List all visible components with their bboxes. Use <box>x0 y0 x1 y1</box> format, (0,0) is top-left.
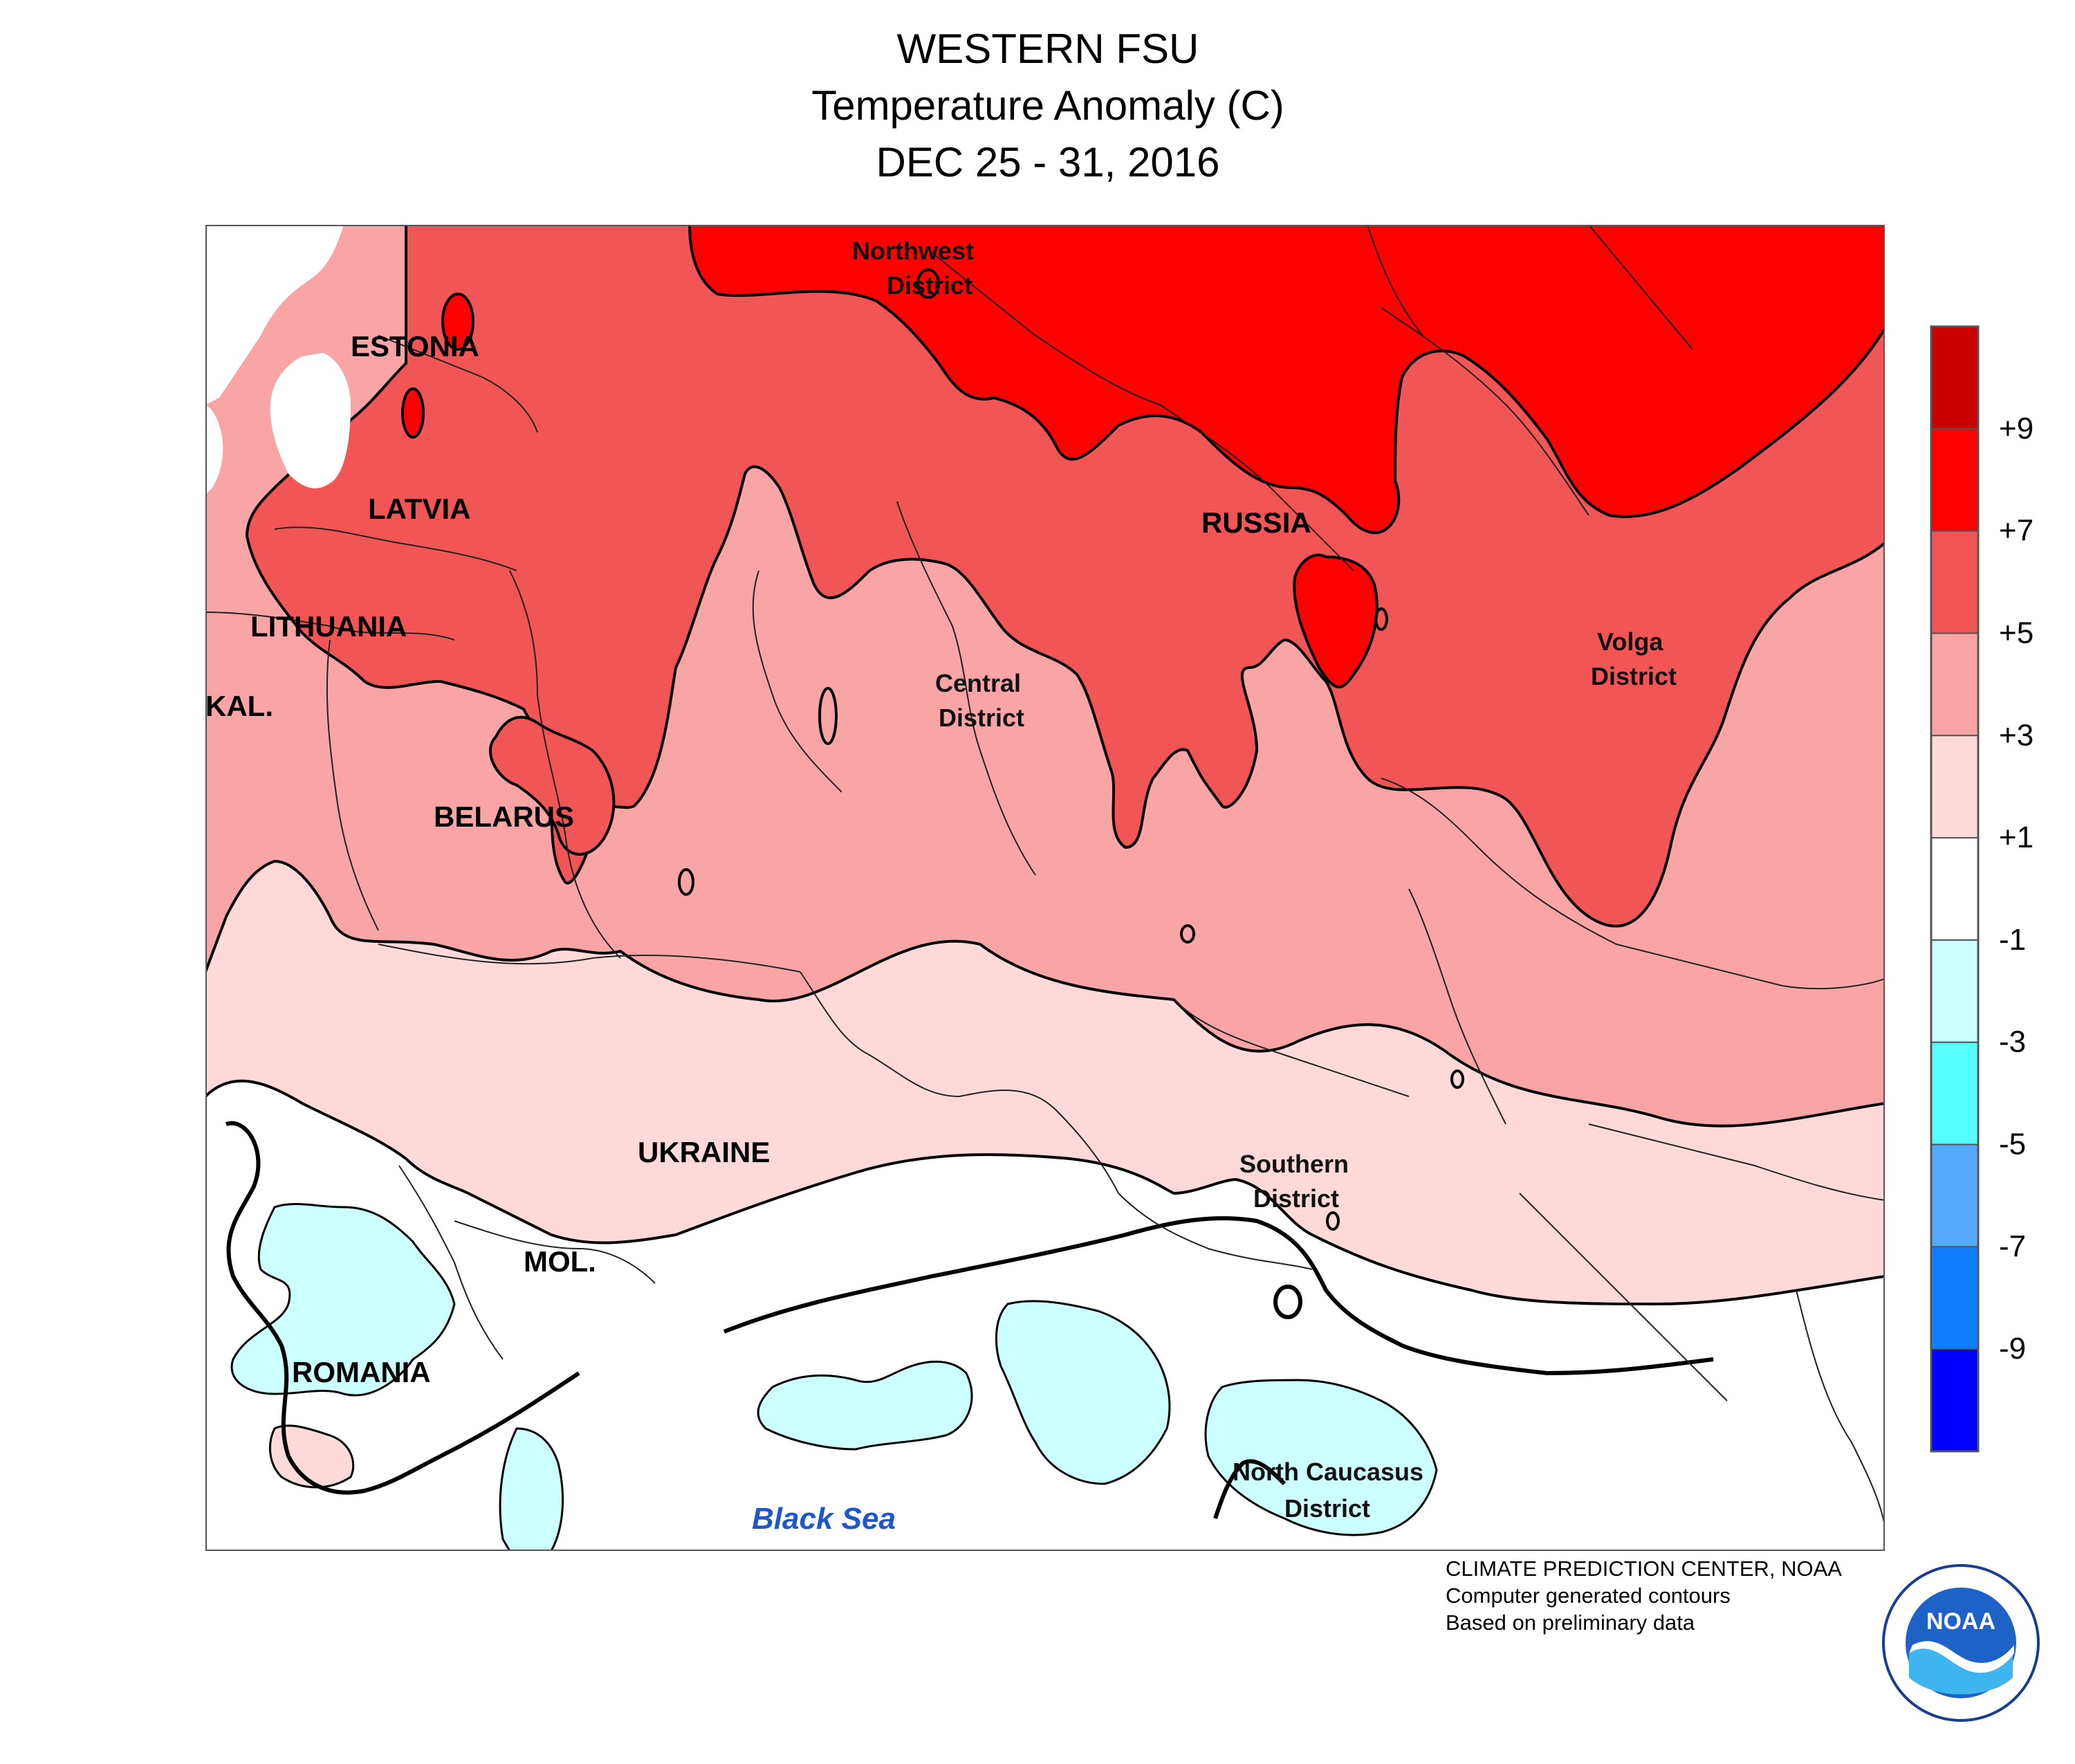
zone-minus1-3-crimea <box>757 1360 973 1451</box>
noaa-logo: NOAA <box>1882 1564 2040 1722</box>
credit-method: Computer generated contours <box>1446 1583 1731 1608</box>
label-central-2: District <box>939 704 1024 732</box>
legend-label: +1 <box>1999 820 2034 854</box>
title-region: WESTERN FSU <box>896 26 1199 72</box>
label-northwest-1: Northwest <box>852 237 974 265</box>
label-southern-1: Southern <box>1239 1150 1349 1178</box>
legend-label: +7 <box>1999 514 2034 548</box>
baltic-sea <box>205 225 344 405</box>
map-frame <box>205 225 1885 1551</box>
title-variable: Temperature Anomaly (C) <box>811 82 1284 129</box>
legend-frame <box>1930 325 1980 1453</box>
legend-bin <box>1930 428 1979 532</box>
label-caucasus-2: District <box>1284 1494 1370 1523</box>
legend-bin <box>1930 939 1979 1043</box>
label-romania: ROMANIA <box>292 1356 431 1388</box>
legend-bin <box>1930 837 1979 941</box>
baltic-coast-fill <box>205 405 223 495</box>
legend-label: +5 <box>1999 616 2034 650</box>
legend-bin <box>1930 1143 1979 1248</box>
zone-plus7-9-latvia <box>401 387 425 439</box>
label-southern-2: District <box>1253 1184 1339 1213</box>
anomaly-map: ESTONIA LATVIA LITHUANIA KAL. BELARUS RU… <box>205 225 1885 1551</box>
legend-label: -7 <box>1999 1229 2026 1263</box>
legend-bin <box>1930 1348 1979 1452</box>
credit-note: Based on preliminary data <box>1446 1610 1695 1635</box>
contour-small-ring <box>1273 1285 1302 1319</box>
map-title: WESTERN FSU Temperature Anomaly (C) DEC … <box>0 21 2075 191</box>
gulf-of-riga <box>270 353 351 488</box>
legend-bins <box>1930 326 1979 1452</box>
legend-label: -3 <box>1999 1025 2026 1059</box>
country-borders <box>205 225 1885 1526</box>
legend-bin <box>1930 530 1979 634</box>
legend-labels: +9 +7 +5 +3 +1 -1 -3 -5 -7 -9 <box>1999 412 2034 1366</box>
contour-zero-south <box>723 1216 1714 1376</box>
label-black-sea: Black Sea <box>752 1502 896 1536</box>
contour-zero-west <box>225 1121 580 1495</box>
label-moldova: MOL. <box>524 1245 596 1278</box>
legend-bin <box>1930 326 1979 430</box>
credit-org: CLIMATE PREDICTION CENTER, NOAA <box>1446 1556 1842 1581</box>
label-estonia: ESTONIA <box>351 330 479 362</box>
zone-plus5-7 <box>205 225 1885 928</box>
label-ukraine: UKRAINE <box>638 1136 770 1168</box>
zone-plus1-3-romania <box>268 1424 355 1489</box>
zone-plus7-9 <box>688 225 1885 534</box>
zone-minus1-3-azov <box>995 1300 1171 1485</box>
legend-bin <box>1930 735 1979 839</box>
label-central-1: Central <box>935 669 1021 697</box>
noaa-logo-text: NOAA <box>1926 1608 1995 1635</box>
contour-zero-east <box>1213 1459 1286 1519</box>
label-volga-1: Volga <box>1597 627 1663 656</box>
label-northwest-2: District <box>887 271 972 300</box>
legend-bin <box>1930 632 1979 737</box>
title-date-range: DEC 25 - 31, 2016 <box>876 139 1220 185</box>
label-latvia: LATVIA <box>368 493 471 525</box>
legend-label: +9 <box>1999 412 2034 445</box>
credits: CLIMATE PREDICTION CENTER, NOAA Computer… <box>1446 1555 1842 1636</box>
zone-minus1-3-sw <box>499 1427 564 1551</box>
legend-bin <box>1930 1041 1979 1146</box>
label-belarus: BELARUS <box>434 800 574 833</box>
legend-label: -1 <box>1999 923 2026 957</box>
zone-plus7-9-estonia <box>441 293 474 351</box>
label-caucasus-1: North Caucasus <box>1233 1458 1423 1486</box>
legend-bin <box>1930 1246 1979 1350</box>
color-legend: +9 +7 +5 +3 +1 -1 -3 -5 -7 -9 <box>1930 325 2034 1453</box>
zone-plus5-7-bel <box>488 715 616 856</box>
label-kaliningrad: KAL. <box>205 690 273 722</box>
legend-label: +3 <box>1999 718 2034 752</box>
zone-minus1-3-romania <box>230 1203 456 1397</box>
label-russia: RUSSIA <box>1201 506 1311 539</box>
zone-plus7-9-russia <box>1293 553 1378 689</box>
label-volga-2: District <box>1591 662 1677 690</box>
legend-label: -5 <box>1999 1128 2026 1161</box>
legend-label: -9 <box>1999 1332 2026 1366</box>
label-lithuania: LITHUANIA <box>250 610 407 643</box>
small-contours <box>678 268 1464 1231</box>
zone-minus1-3-caucasus <box>1204 1379 1438 1536</box>
